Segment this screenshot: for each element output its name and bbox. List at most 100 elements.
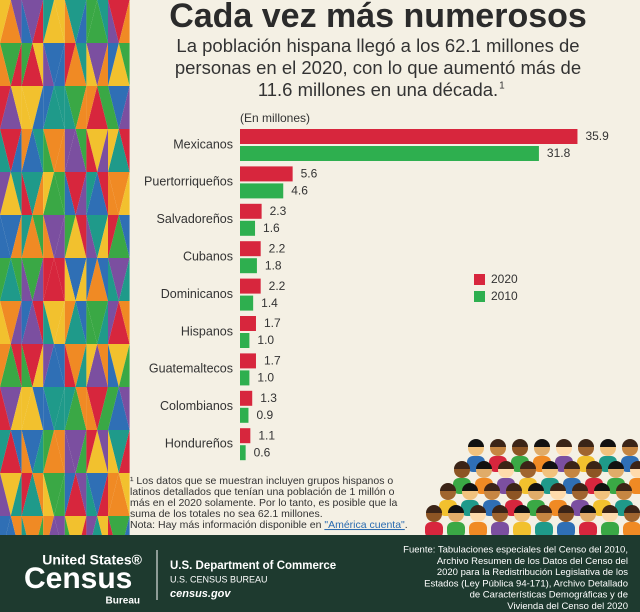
bar [240,129,578,144]
pattern-triangle [21,129,33,172]
pattern-triangle [108,387,130,430]
pattern-triangle [97,215,108,258]
pattern-triangle [108,301,130,344]
person-hair [512,439,528,447]
bar [240,353,256,369]
person-hair [448,505,464,513]
pattern-triangle [64,43,76,86]
pattern-triangle [0,301,22,344]
bar [240,241,261,257]
pattern-triangle [97,129,108,172]
pattern-triangle [86,301,98,344]
pattern-triangle [43,172,65,215]
pattern-triangle [64,301,87,344]
pattern-triangle [43,129,54,172]
pattern-triangle [43,387,65,430]
person-hair [528,483,544,491]
value-label: 1.8 [265,258,282,272]
source: Fuente: Tabulaciones especiales del Cens… [403,545,628,612]
person-hair [534,439,550,447]
pattern-triangle [64,172,76,215]
bar [240,166,293,182]
pattern-triangle [86,301,108,344]
pattern-triangle [21,43,44,86]
pattern-triangle [32,473,44,516]
person-hair [520,461,536,469]
pattern-triangle [64,129,87,172]
person-hair [506,483,522,491]
pattern-triangle [32,258,44,301]
pattern-triangle [0,43,11,86]
source-line: Estados (Ley Pública 94-171), Archivo De… [424,578,628,589]
person-hair [498,461,514,469]
person-hair [578,439,594,447]
pattern-triangle [43,473,54,516]
pattern-triangle [108,0,130,43]
pattern-triangle [118,215,130,258]
category-label: Guatemaltecos [149,362,233,376]
logo-bottom: Bureau [106,596,140,607]
person-body [535,522,553,538]
pattern-triangle [86,387,98,430]
pattern-triangle [43,43,54,86]
pattern-triangle [10,344,22,387]
pattern-triangle [54,172,65,215]
pattern-triangle [21,473,44,516]
bar [240,183,284,199]
category-label: Puertorriqueños [144,175,233,189]
pattern-triangle [32,430,44,473]
pattern-triangle [108,387,119,430]
pattern-triangle [75,86,87,129]
note-end: . [405,519,408,531]
value-label: 1.7 [264,354,281,368]
subtitle-line: La población hispana llegó a los 62.1 mi… [176,35,579,56]
bar [240,258,257,274]
pattern-triangle [0,344,11,387]
pattern-triangle [43,301,54,344]
pattern-triangle [64,215,76,258]
value-label: 2.3 [270,204,287,218]
person-hair [594,483,610,491]
pattern-triangle [0,86,22,129]
note-link[interactable]: "América cuenta" [324,519,405,531]
pattern-triangle [108,43,130,86]
pattern-triangle [54,430,65,473]
pattern-triangle [64,43,87,86]
pattern-triangle [43,430,65,473]
pattern-triangle [75,172,87,215]
pattern-triangle [64,172,87,215]
pattern-triangle [86,430,108,473]
pattern-triangle [43,86,65,129]
pattern-triangle [86,172,98,215]
pattern-triangle [21,86,44,129]
pattern-triangle [108,473,119,516]
person-body [447,522,465,538]
pattern-triangle [86,430,98,473]
person-body [623,522,640,538]
person-hair [490,439,506,447]
pattern-triangle [0,344,22,387]
pattern-triangle [10,0,22,43]
category-label: Mexicanos [173,137,233,151]
value-label: 35.9 [585,129,609,143]
legend-swatch [474,274,485,285]
pattern-triangle [43,344,65,387]
note: Nota: Hay más información disponible en … [130,519,408,531]
pattern-triangle [108,0,119,43]
bar [240,203,262,219]
pattern-triangle [54,43,65,86]
pattern-triangle [54,344,65,387]
pattern-triangle [54,258,65,301]
person-hair [536,505,552,513]
pattern-triangle [118,387,130,430]
pattern-triangle [97,473,108,516]
pattern-triangle [86,215,98,258]
pattern-triangle [54,387,65,430]
pattern-triangle [10,387,22,430]
pattern-triangle [21,258,44,301]
pattern-triangle [64,301,76,344]
website[interactable]: census.gov [170,588,231,600]
pattern-triangle [10,129,22,172]
bar [240,370,250,386]
footnote-line: más en el 2020 solamente. Por lo tanto, … [130,497,397,509]
